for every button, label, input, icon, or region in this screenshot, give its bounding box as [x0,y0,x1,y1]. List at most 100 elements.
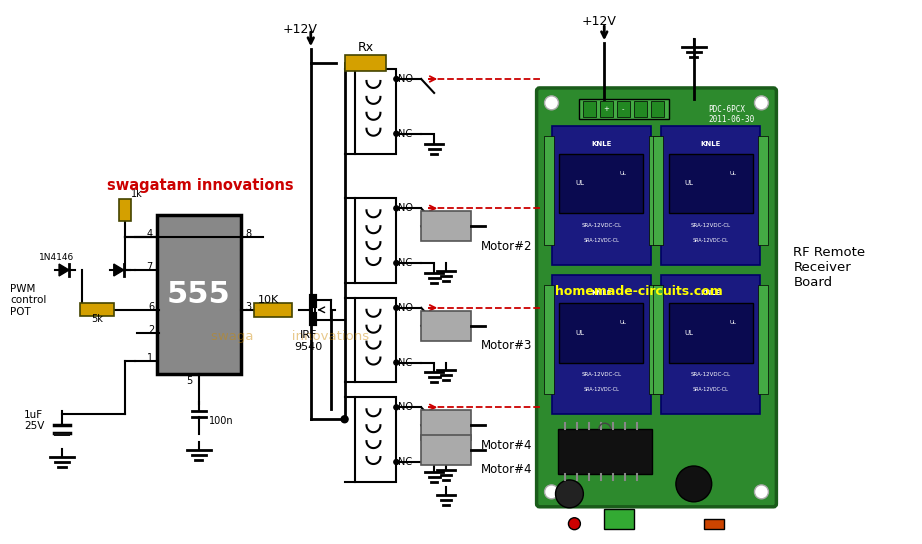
Bar [544,135,553,245]
Text: 1uF
25V: 1uF 25V [24,410,44,431]
Bar [661,275,761,415]
Bar [54,433,70,436]
Bar [600,101,613,117]
Bar [558,429,652,474]
Text: 1k: 1k [131,189,142,200]
Text: UL: UL [729,320,736,325]
Text: NO: NO [398,403,413,412]
Text: 2: 2 [148,325,155,335]
Text: KNLE: KNLE [591,141,611,147]
Bar [355,298,396,382]
Text: +: + [603,106,609,112]
Text: swaga         innovations: swaga innovations [211,330,370,343]
Text: RF Remote
Receiver
Board: RF Remote Receiver Board [793,246,866,289]
Text: SRA-12VDC-CL: SRA-12VDC-CL [581,372,621,377]
Text: 10K: 10K [257,295,278,305]
Bar [254,303,292,317]
Bar [759,285,768,394]
Text: 6: 6 [148,302,155,312]
Bar [551,126,651,265]
Text: 4: 4 [147,229,152,239]
Text: UL: UL [729,171,736,176]
Bar [649,285,659,394]
Text: SRA-12VDC-CL: SRA-12VDC-CL [691,222,731,228]
Text: 8: 8 [245,229,251,239]
Bar [157,215,242,374]
Circle shape [394,360,399,365]
Text: UL: UL [575,181,584,187]
Text: KNLE: KNLE [701,290,721,296]
Text: NC: NC [398,129,412,139]
Bar [421,435,471,465]
Bar [119,199,131,221]
Text: PWM
control
POT: PWM control POT [10,283,47,317]
Circle shape [545,96,559,110]
Circle shape [754,485,768,499]
Circle shape [341,416,349,423]
Circle shape [394,131,399,136]
Text: -: - [622,106,624,112]
Bar [651,101,664,117]
Text: 555: 555 [167,280,230,310]
Text: Motor#3: Motor#3 [481,339,532,352]
Bar [80,304,113,316]
Text: NC: NC [398,357,412,368]
Text: homemade-circuits.com: homemade-circuits.com [554,285,722,298]
Text: 5: 5 [185,376,192,386]
Circle shape [394,405,399,410]
Text: PDC-6PCX
2011-06-30: PDC-6PCX 2011-06-30 [709,105,755,124]
Bar [661,126,761,265]
Text: UL: UL [684,181,693,187]
Text: 1: 1 [147,353,152,362]
Bar [604,509,634,529]
Bar [421,410,471,440]
Text: SRA-12VDC-CL: SRA-12VDC-CL [581,222,621,228]
Circle shape [394,77,399,82]
Text: 5k: 5k [91,314,103,324]
Bar [560,303,643,362]
Text: 7: 7 [147,262,152,272]
Circle shape [545,485,559,499]
Text: swagatam innovations: swagatam innovations [107,178,293,194]
Circle shape [394,460,399,465]
Bar [551,275,651,415]
Text: UL: UL [575,330,584,336]
Text: SRA-12VDC-CL: SRA-12VDC-CL [692,387,728,392]
Text: IRF
9540: IRF 9540 [295,330,323,351]
Circle shape [569,518,580,530]
Polygon shape [59,264,69,276]
Circle shape [676,466,712,502]
Bar [345,55,386,71]
Bar [634,101,647,117]
Text: +12V: +12V [283,23,318,36]
Text: KNLE: KNLE [591,290,611,296]
Bar [579,99,669,119]
Circle shape [754,96,768,110]
Text: Motor#4: Motor#4 [481,463,532,477]
Bar [669,153,752,213]
Bar [653,135,663,245]
Text: Rx: Rx [358,41,373,54]
Circle shape [394,305,399,310]
Bar [544,285,553,394]
Text: SRA-12VDC-CL: SRA-12VDC-CL [692,238,728,243]
Text: UL: UL [684,330,693,336]
Circle shape [394,206,399,211]
Text: NO: NO [398,303,413,313]
Bar [653,285,663,394]
Bar [355,69,396,153]
Text: 3: 3 [245,302,251,312]
Bar [617,101,630,117]
Polygon shape [113,264,124,276]
Bar [421,211,471,241]
Text: SRA-12VDC-CL: SRA-12VDC-CL [584,238,620,243]
Bar [703,519,724,529]
Circle shape [394,261,399,265]
Text: NC: NC [398,457,412,467]
Text: 1N4146: 1N4146 [40,253,75,262]
Bar [649,135,659,245]
Text: Motor#4: Motor#4 [481,438,532,452]
Text: NO: NO [398,74,413,84]
Text: Motor#2: Motor#2 [481,240,532,252]
Text: UL: UL [620,320,627,325]
